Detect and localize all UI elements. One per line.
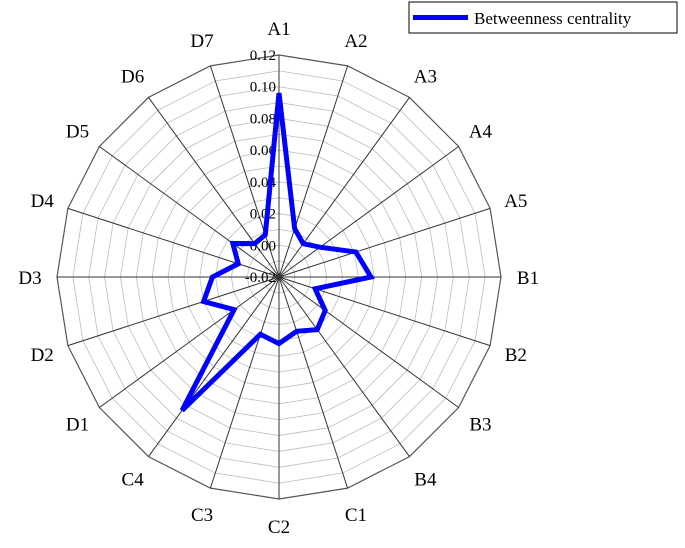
chart-spokes (57, 55, 501, 499)
radial-tick-label: 0.02 (250, 207, 276, 223)
spoke-line (278, 207, 491, 278)
category-label-b4: B4 (414, 469, 437, 490)
category-label-c4: C4 (122, 469, 145, 490)
spoke-line (278, 276, 459, 408)
spoke-line (99, 146, 280, 278)
category-label-c1: C1 (345, 505, 367, 526)
category-label-d4: D4 (31, 191, 55, 212)
category-label-c3: C3 (191, 505, 213, 526)
spoke-line (278, 276, 410, 457)
radial-tick-label: 0.06 (250, 143, 277, 159)
radial-tick-labels: 0.120.100.080.060.040.020.00-0.02 (245, 48, 277, 286)
category-label-b2: B2 (505, 345, 527, 366)
spoke-line (278, 65, 349, 278)
radial-tick-label: -0.02 (245, 270, 276, 286)
spoke-line (209, 65, 280, 278)
spoke-line (148, 97, 280, 278)
spoke-line (278, 97, 410, 278)
chart-series (179, 92, 375, 413)
category-label-d1: D1 (66, 414, 89, 435)
category-label-a2: A2 (344, 31, 367, 52)
category-label-c2: C2 (268, 517, 290, 538)
spoke-line (278, 276, 349, 489)
category-label-d6: D6 (121, 67, 144, 88)
radial-tick-label: 0.12 (250, 48, 276, 64)
legend-entry: Betweenness centrality (474, 9, 632, 28)
category-label-d5: D5 (66, 122, 89, 143)
category-label-a1: A1 (267, 19, 290, 40)
category-label-d3: D3 (18, 268, 41, 289)
category-label-b1: B1 (517, 268, 539, 289)
spoke-line (278, 146, 459, 278)
spoke-line (67, 207, 280, 278)
category-label-a3: A3 (414, 67, 437, 88)
radial-tick-label: 0.10 (250, 80, 276, 96)
legend: Betweenness centrality (408, 1, 678, 34)
radial-tick-label: 0.00 (250, 238, 276, 254)
series-line (179, 92, 375, 413)
category-label-b3: B3 (469, 414, 491, 435)
category-labels: A1 A2 A3 A4 A5 B1 B2 B3 B4 C1 C2 C3 C4 D1 D2 D3 D4 D5 D6 D7 (18, 19, 539, 538)
radial-tick-label: 0.08 (250, 111, 276, 127)
category-label-a5: A5 (504, 191, 527, 212)
spoke-line (67, 276, 280, 347)
spoke-line (99, 276, 280, 408)
category-label-d7: D7 (190, 31, 213, 52)
category-label-a4: A4 (469, 122, 493, 143)
spoke-line (209, 276, 280, 489)
spoke-line (148, 276, 280, 457)
category-label-d2: D2 (31, 345, 54, 366)
